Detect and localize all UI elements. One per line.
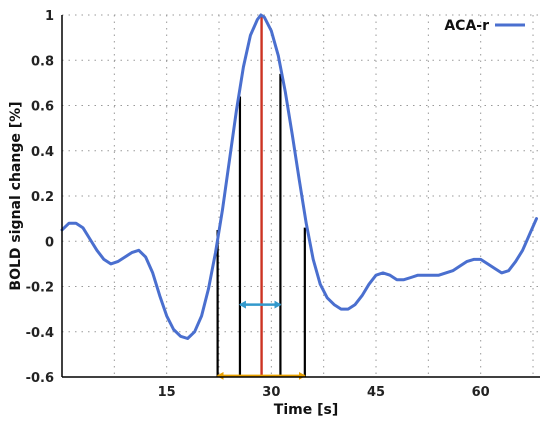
y-tick-label: -0.6 (26, 371, 54, 386)
legend: ACA-r (444, 18, 525, 34)
series-line-aca-r (60, 13, 538, 340)
y-tick-label: -0.2 (26, 281, 54, 296)
annotation-lines (216, 15, 306, 380)
tick-labels: -0.6 -0.4 -0.2 0 0.2 0.4 0.6 0.8 1 15 30 45 60 (26, 9, 490, 400)
series-layer (60, 13, 538, 340)
x-tick-label: 60 (472, 385, 490, 400)
x-tick-label: 45 (367, 385, 385, 400)
x-axis-label: Time [s] (274, 402, 338, 418)
y-tick-label: 1 (45, 9, 54, 24)
x-tick-label: 30 (262, 385, 280, 400)
y-tick-label: 0.4 (31, 145, 54, 160)
y-tick-label: 0.2 (31, 190, 54, 205)
y-tick-label: 0.6 (31, 100, 54, 115)
x-tick-label: 15 (158, 385, 176, 400)
axes (61, 15, 540, 378)
y-tick-label: 0.8 (31, 54, 54, 69)
y-tick-label: -0.4 (26, 326, 54, 341)
y-axis-label: BOLD signal change [%] (8, 101, 24, 290)
y-tick-label: 0 (45, 235, 54, 250)
legend-entry-aca-r: ACA-r (444, 18, 489, 34)
